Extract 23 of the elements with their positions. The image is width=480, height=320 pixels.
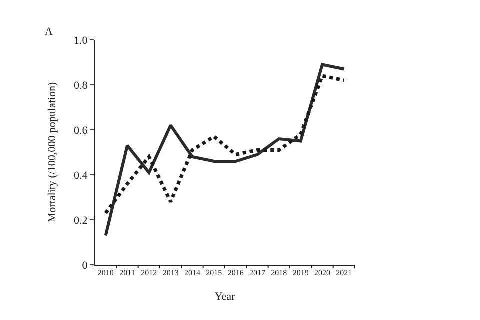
text: A [45, 26, 53, 38]
y-tick-label: 1.0 [74, 34, 88, 47]
y-tick-label: 0.6 [74, 124, 88, 137]
line-series [104, 74, 346, 215]
y-tick-label: 0.2 [74, 214, 88, 227]
x-tick-label: 2017 [250, 268, 266, 278]
y-tick-label: 0 [82, 260, 88, 272]
line-series [104, 63, 346, 238]
x-tick-label: 2011 [120, 268, 136, 278]
x-tick-label: 2016 [228, 268, 244, 278]
y-tick-label: 0.8 [74, 80, 88, 92]
x-tick-label: 2015 [206, 268, 222, 278]
x-tick-label: 2021 [336, 268, 352, 278]
x-tick-label: 2012 [141, 268, 158, 278]
x-tick-label: 2018 [271, 268, 288, 278]
x-tick-label: 2019 [292, 268, 309, 278]
x-tick-label: 2013 [162, 268, 179, 278]
x-tick-label: 2020 [314, 268, 330, 278]
x-axis-title: Year [214, 290, 236, 303]
x-tick-label: 2010 [98, 268, 114, 278]
x-tick-label: 2014 [184, 268, 200, 278]
y-tick-label: 0.4 [74, 170, 88, 182]
y-axis-title: Mortality (/100,000 population) [46, 82, 59, 223]
